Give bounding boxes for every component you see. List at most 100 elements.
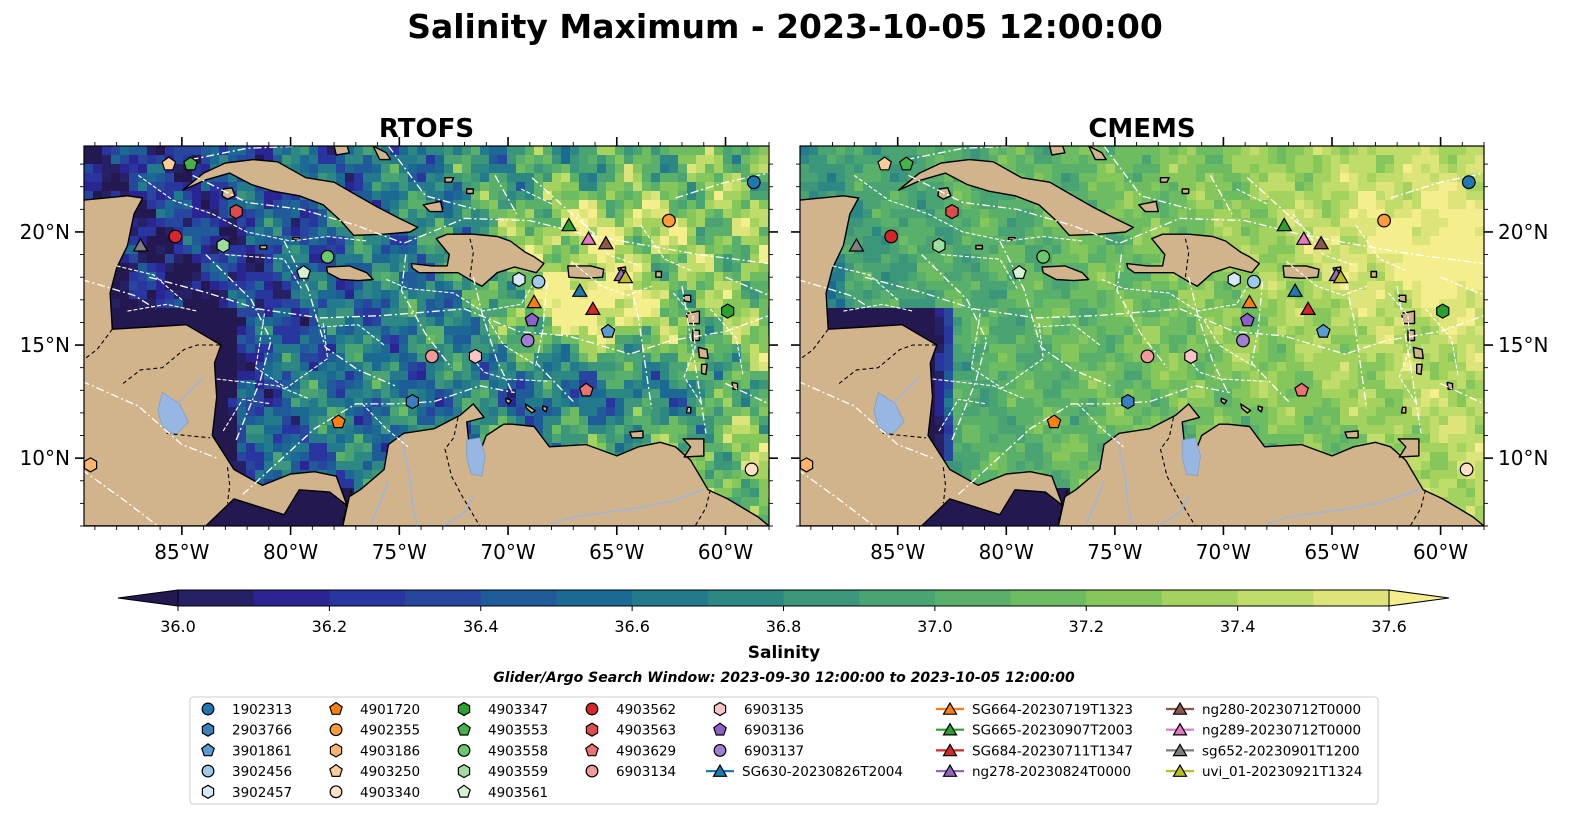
legend-label: 6903135 bbox=[744, 702, 804, 718]
eez-boundary bbox=[570, 260, 652, 296]
marker-4902355 bbox=[662, 213, 676, 228]
legend-entry: 3901861 bbox=[201, 743, 292, 759]
legend-entry: 6903137 bbox=[713, 743, 804, 759]
lake-polygon bbox=[873, 391, 905, 437]
eez-boundary bbox=[1250, 281, 1290, 403]
y-tick-label: 15°N bbox=[1498, 333, 1548, 357]
legend-marker bbox=[942, 743, 958, 757]
legend-entry: 4903629 bbox=[585, 743, 676, 759]
land-polygon bbox=[542, 405, 548, 413]
legend-entry: ng289-20230712T0000 bbox=[1166, 722, 1361, 739]
legend-entry: 4903559 bbox=[457, 763, 548, 780]
border-line bbox=[1184, 238, 1190, 278]
marker-6903135 bbox=[1184, 348, 1198, 365]
marker-4903558 bbox=[320, 249, 335, 264]
eez-boundary bbox=[864, 276, 1484, 355]
legend-marker bbox=[329, 701, 343, 715]
land-polygon bbox=[1057, 403, 1484, 526]
land-polygon bbox=[683, 294, 692, 303]
eez-boundary bbox=[222, 398, 272, 432]
marker-4903347 bbox=[1436, 303, 1450, 319]
legend-marker bbox=[942, 763, 958, 777]
eez-boundary bbox=[1183, 353, 1263, 382]
marker-4903559 bbox=[932, 237, 946, 254]
legend-marker bbox=[585, 702, 599, 716]
lake-polygon bbox=[157, 391, 189, 437]
eez-boundary bbox=[386, 278, 533, 312]
panel-title: CMEMS bbox=[1088, 114, 1195, 144]
eez-boundary bbox=[681, 286, 707, 434]
eez-boundary bbox=[843, 303, 914, 312]
eez-boundary bbox=[1036, 324, 1101, 346]
marker-4901720 bbox=[331, 414, 346, 429]
land-polygon bbox=[422, 200, 444, 213]
colorbar-bin bbox=[405, 590, 482, 606]
land-polygon bbox=[697, 346, 709, 360]
eez-boundary bbox=[832, 265, 899, 301]
legend-label: SG665-20230907T2003 bbox=[972, 723, 1133, 739]
colorbar-bin bbox=[1313, 590, 1390, 606]
eez-boundary bbox=[1203, 319, 1252, 366]
legend-label: sg652-20230901T1200 bbox=[1202, 743, 1360, 759]
land-polygon bbox=[524, 403, 536, 414]
land-polygon bbox=[1048, 146, 1066, 156]
marker-2903766 bbox=[405, 393, 419, 410]
eez-boundary bbox=[1116, 254, 1168, 369]
border-line bbox=[342, 489, 353, 522]
marker-SG684-20230711T1347 bbox=[584, 301, 601, 315]
x-tick-label: 65°W bbox=[589, 540, 644, 564]
border-line bbox=[166, 432, 211, 439]
colorbar-bin bbox=[556, 590, 633, 606]
marker-4903562 bbox=[168, 229, 183, 244]
eez-boundary bbox=[1236, 188, 1270, 206]
land-polygon bbox=[1159, 176, 1170, 183]
marker-4901720 bbox=[1046, 414, 1062, 429]
eez-boundary bbox=[932, 378, 1027, 400]
eez-boundary bbox=[1344, 281, 1368, 409]
legend-entry: 3902457 bbox=[201, 784, 292, 801]
marker-3902457 bbox=[512, 271, 526, 288]
x-tick-label: 70°W bbox=[480, 540, 535, 564]
marker-1902313 bbox=[1461, 175, 1476, 190]
legend-label: 4903629 bbox=[616, 743, 676, 759]
colorbar-bin bbox=[178, 590, 255, 606]
legend-entry: 1902313 bbox=[201, 702, 292, 718]
eez-boundary bbox=[138, 174, 367, 242]
salinity-field bbox=[800, 146, 1484, 526]
legend-label: 3901861 bbox=[232, 743, 292, 759]
eez-boundary bbox=[116, 265, 183, 301]
marker-4903563 bbox=[945, 203, 959, 220]
land-polygon bbox=[1446, 381, 1454, 390]
lake-polygon bbox=[1181, 437, 1202, 477]
marker-4903347 bbox=[720, 303, 735, 319]
border-line bbox=[838, 344, 937, 384]
eez-boundary bbox=[149, 276, 769, 355]
x-tick-label: 75°W bbox=[372, 540, 427, 564]
colorbar-bin bbox=[632, 590, 709, 606]
colorbar: 36.0 36.2 36.4 36.6 36.8 37.0 37.2 37.4 37.6 bbox=[117, 589, 1450, 636]
marker-4903340 bbox=[744, 462, 759, 477]
y-tick-label: 10°N bbox=[20, 446, 70, 470]
land-polygon bbox=[1137, 200, 1160, 213]
colorbar-bin bbox=[1161, 590, 1239, 606]
legend-entry: 4903186 bbox=[329, 743, 420, 759]
map-panel-rtofs: 85°W 80°W 75°W 70°W 65°W 60°W 20°N 15°N 10°N RTOF… bbox=[20, 114, 778, 564]
colorbar-tick-label: 36.4 bbox=[463, 617, 499, 636]
legend-entry: 4903561 bbox=[457, 784, 548, 801]
legend-entry: sg652-20230901T1200 bbox=[1166, 743, 1360, 759]
legend-entry: SG684-20230711T1347 bbox=[936, 743, 1133, 759]
land-polygon bbox=[692, 329, 701, 342]
eez-boundary bbox=[400, 254, 453, 369]
land-polygon bbox=[410, 233, 545, 287]
marker-6903136 bbox=[524, 312, 540, 327]
eez-boundary bbox=[320, 324, 385, 346]
eez-boundary bbox=[1355, 224, 1407, 271]
marker-uvi_01-20230921T1324 bbox=[617, 269, 634, 284]
eez-boundary bbox=[1209, 175, 1233, 215]
land-polygon bbox=[1088, 146, 1107, 161]
eez-boundary bbox=[225, 254, 302, 289]
marker-6903134 bbox=[1140, 349, 1155, 364]
land-polygon bbox=[800, 195, 1064, 526]
observation-markers bbox=[800, 156, 1476, 477]
border-line bbox=[1057, 489, 1068, 522]
